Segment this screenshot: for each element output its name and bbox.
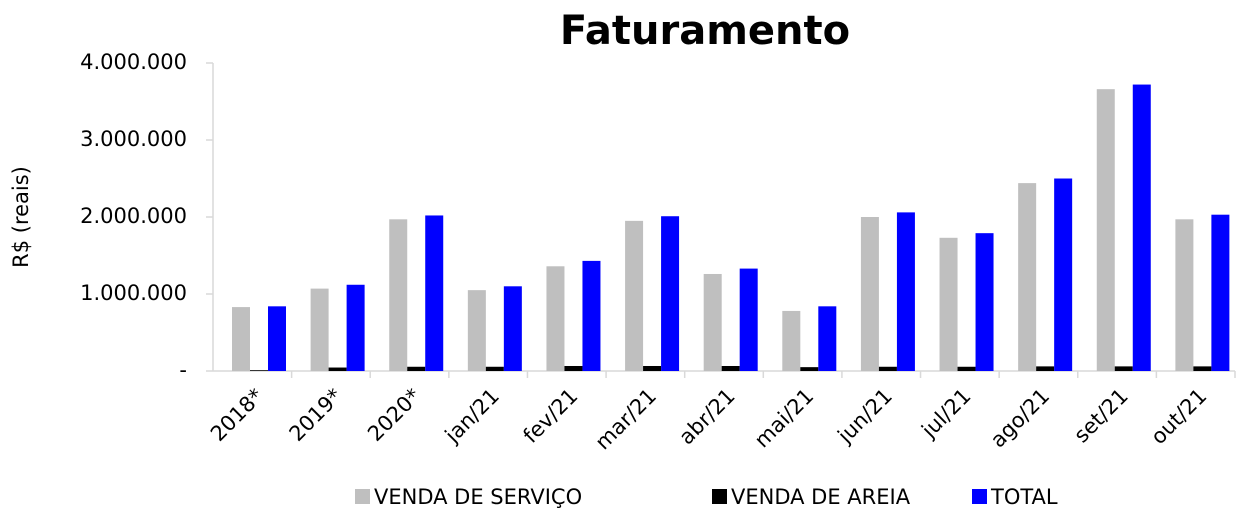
bar <box>703 273 722 371</box>
chart-title: Faturamento <box>560 8 850 54</box>
bar <box>232 307 250 371</box>
legend-swatch <box>712 489 727 504</box>
bar <box>407 366 426 371</box>
legend-label: TOTAL <box>990 485 1058 509</box>
y-tick-label: 3.000.000 <box>80 127 187 151</box>
bar <box>739 268 758 371</box>
bar <box>1114 366 1133 371</box>
bar <box>582 260 601 371</box>
bar <box>250 370 268 371</box>
bar <box>328 367 347 371</box>
x-tick-label: 2020* <box>363 384 425 446</box>
bar <box>661 216 680 371</box>
bar <box>310 288 329 371</box>
bar <box>782 310 801 371</box>
bar <box>564 365 583 371</box>
bar <box>1193 366 1212 371</box>
x-tick-label: out/21 <box>1146 384 1211 449</box>
bar <box>939 237 958 371</box>
y-tick-label: 2.000.000 <box>80 204 187 228</box>
bar <box>721 365 740 371</box>
x-tick-label: jul/21 <box>916 384 975 443</box>
bar <box>1036 366 1055 371</box>
bar <box>1054 178 1073 371</box>
bar <box>503 286 522 371</box>
bar <box>800 367 819 371</box>
bar <box>625 220 644 371</box>
bar <box>1132 84 1151 371</box>
bar <box>878 366 897 371</box>
legend-label: VENDA DE SERVIÇO <box>374 485 582 509</box>
bar <box>643 365 662 371</box>
bar <box>467 290 486 371</box>
bar <box>485 366 504 371</box>
bar <box>268 306 286 371</box>
x-tick-label: fev/21 <box>519 384 583 448</box>
x-tick-label: mai/21 <box>750 384 819 453</box>
bar <box>896 212 915 371</box>
bar <box>1211 214 1230 371</box>
bar <box>975 233 994 371</box>
x-tick-label: 2019* <box>285 384 347 446</box>
bar <box>389 219 408 371</box>
bar <box>818 306 837 371</box>
x-tick-label: mar/21 <box>591 384 662 455</box>
x-tick-label: abr/21 <box>674 384 740 450</box>
y-tick-label: - <box>179 358 187 382</box>
x-tick-label: ago/21 <box>986 384 1054 452</box>
y-tick-label: 4.000.000 <box>80 50 187 74</box>
legend-swatch <box>355 489 370 504</box>
legend-swatch <box>972 489 987 504</box>
bar <box>1096 89 1115 372</box>
legend-label: VENDA DE AREIA <box>731 485 911 509</box>
bar <box>346 284 365 371</box>
bar <box>860 217 879 371</box>
y-tick-label: 1.000.000 <box>80 281 187 305</box>
bar <box>957 366 976 371</box>
x-tick-label: jan/21 <box>440 384 504 448</box>
bar <box>546 266 565 371</box>
bar <box>425 215 444 371</box>
x-tick-label: jun/21 <box>832 384 897 449</box>
x-tick-label: 2018* <box>206 384 268 446</box>
x-tick-label: set/21 <box>1069 384 1133 448</box>
bar <box>1175 219 1194 371</box>
bar <box>1018 183 1037 371</box>
y-axis-title: R$ (reais) <box>9 166 33 268</box>
